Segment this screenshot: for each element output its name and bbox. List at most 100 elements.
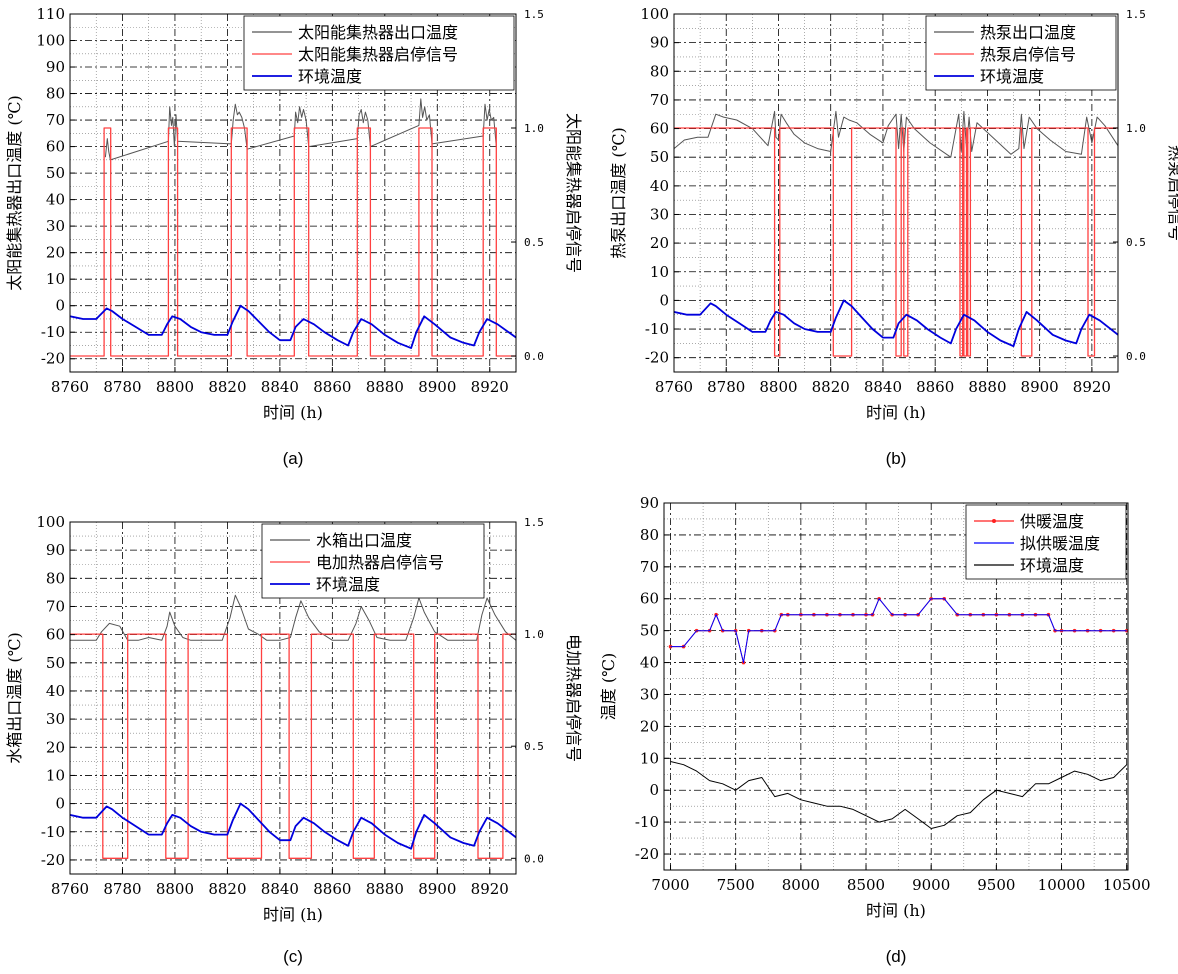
- legend-entry: 太阳能集热器启停信号: [298, 45, 458, 64]
- legend-entry: 环境温度: [316, 575, 380, 594]
- y-tick-label: 60: [640, 590, 659, 608]
- y-tick-label: 110: [36, 5, 65, 23]
- y-tick-label: 40: [640, 654, 659, 672]
- x-tick-label: 8780: [103, 880, 141, 898]
- y-right-tick-label: 1.5: [524, 8, 544, 21]
- series-line-1: [70, 633, 516, 859]
- x-tick-label: 7000: [651, 876, 689, 894]
- y-right-tick-label: 1.0: [524, 628, 544, 641]
- y-right-tick-label: 0.0: [524, 852, 544, 865]
- panel-caption: (a): [283, 449, 304, 468]
- y-tick-label: 20: [46, 738, 65, 756]
- x-tick-label: 8840: [864, 378, 902, 396]
- y-tick-label: 0: [55, 297, 65, 315]
- series-line-0: [104, 98, 497, 161]
- y-axis-label: 温度 (℃): [599, 653, 618, 720]
- x-tick-label: 8920: [471, 880, 509, 898]
- y-right-axis-label: 热泵启停信号: [1166, 145, 1178, 241]
- series-line-2: [670, 761, 1128, 829]
- y-tick-label: 90: [640, 494, 659, 512]
- plot-area: [70, 98, 516, 357]
- plot-area: [674, 110, 1118, 357]
- y-tick-label: -20: [645, 349, 669, 367]
- y-tick-label: 70: [46, 597, 65, 615]
- x-tick-label: 7500: [717, 876, 755, 894]
- x-tick-label: 8880: [968, 378, 1006, 396]
- y-tick-label: 90: [650, 34, 669, 52]
- y-tick-label: -10: [635, 813, 659, 831]
- y-tick-label: 70: [640, 558, 659, 576]
- y-tick-label: 60: [46, 626, 65, 644]
- y-tick-label: 70: [46, 111, 65, 129]
- x-tick-label: 8860: [313, 378, 351, 396]
- y-tick-label: 60: [46, 138, 65, 156]
- x-tick-label: 9000: [912, 876, 950, 894]
- x-tick-label: 10000: [1038, 876, 1086, 894]
- y-right-tick-label: 0.5: [1126, 236, 1146, 249]
- y-tick-label: 40: [46, 191, 65, 209]
- series-line-1: [70, 127, 516, 357]
- chart-panel-c: 8760 8780 8800 8820 8840 8860 8880 8900 8920 -20 -…: [5, 513, 583, 966]
- panel-caption: (d): [886, 947, 907, 966]
- y-tick-label: 0: [659, 291, 669, 309]
- y-tick-label: 70: [650, 91, 669, 109]
- y-tick-label: 30: [650, 205, 669, 223]
- series-line-2: [674, 299, 1118, 348]
- y-right-tick-label: 1.5: [1126, 8, 1146, 21]
- y-tick-label: 50: [650, 148, 669, 166]
- x-tick-label: 8920: [471, 378, 509, 396]
- x-tick-label: 8820: [812, 378, 850, 396]
- series-line-2: [70, 304, 516, 350]
- x-tick-label: 8920: [1073, 378, 1111, 396]
- y-axis-label: 水箱出口温度 (℃): [5, 632, 24, 763]
- x-tick-label: 8000: [782, 876, 820, 894]
- x-tick-label: 8860: [313, 880, 351, 898]
- legend-entry: 热泵启停信号: [980, 45, 1076, 64]
- x-axis-label: 时间 (h): [263, 905, 323, 924]
- y-tick-label: 10: [46, 766, 65, 784]
- y-tick-label: 10: [46, 270, 65, 288]
- x-axis-label: 时间 (h): [866, 901, 926, 920]
- legend-entry: 电加热器启停信号: [316, 553, 444, 572]
- y-tick-label: 80: [650, 62, 669, 80]
- y-tick-label: 20: [650, 234, 669, 252]
- chart-panel-b: 8760 8780 8800 8820 8840 8860 8880 8900 8920 -20 -…: [609, 5, 1178, 468]
- y-tick-label: -10: [645, 320, 669, 338]
- y-tick-label: 50: [640, 622, 659, 640]
- x-tick-label: 8840: [261, 880, 299, 898]
- y-right-tick-label: 0.5: [524, 740, 544, 753]
- y-tick-label: 90: [46, 541, 65, 559]
- y-right-tick-label: 1.0: [524, 122, 544, 135]
- x-tick-label: 8900: [1021, 378, 1059, 396]
- panel-caption: (c): [283, 947, 303, 966]
- legend-entry: 供暖温度: [1020, 512, 1084, 531]
- x-tick-label: 8800: [156, 880, 194, 898]
- y-tick-label: 10: [640, 749, 659, 767]
- y-right-tick-label: 0.0: [1126, 350, 1146, 363]
- y-axis-label: 热泵出口温度 (℃): [609, 127, 628, 258]
- x-axis-label: 时间 (h): [866, 403, 926, 422]
- x-tick-label: 8860: [916, 378, 954, 396]
- y-tick-label: 50: [46, 164, 65, 182]
- x-tick-label: 8840: [261, 378, 299, 396]
- series-line-0: [70, 594, 516, 641]
- y-tick-label: 0: [55, 795, 65, 813]
- chart-panel-a: 8760 8780 8800 8820 8840 8860 8880 8900 8920 -20 -…: [5, 5, 583, 468]
- series-line-1: [670, 598, 1127, 664]
- x-tick-label: 8900: [418, 880, 456, 898]
- legend-entry: 环境温度: [980, 67, 1044, 86]
- legend-box: [925, 15, 1117, 91]
- legend-entry: 拟供暖温度: [1020, 534, 1100, 553]
- legend-marker: [992, 519, 996, 523]
- x-tick-label: 8880: [366, 378, 404, 396]
- y-right-axis-label: 电加热器启停信号: [564, 634, 583, 762]
- y-tick-label: -10: [41, 323, 65, 341]
- y-tick-label: 50: [46, 654, 65, 672]
- y-tick-label: 10: [650, 263, 669, 281]
- x-axis-label: 时间 (h): [263, 403, 323, 422]
- x-tick-label: 9500: [977, 876, 1015, 894]
- series-line-0: [674, 110, 1118, 158]
